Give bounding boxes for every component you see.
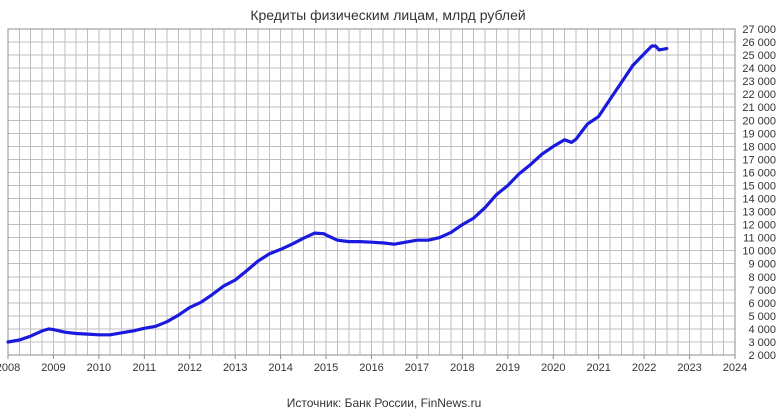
x-tick-label: 2022: [632, 362, 656, 374]
x-tick-label: 2009: [41, 362, 65, 374]
y-tick-label: 7 000: [748, 285, 776, 297]
y-tick-label: 25 000: [742, 50, 776, 62]
y-tick-label: 13 000: [742, 207, 776, 219]
x-tick-label: 2015: [314, 362, 338, 374]
y-tick-label: 19 000: [742, 128, 776, 140]
y-tick-label: 18 000: [742, 141, 776, 153]
y-tick-label: 9 000: [748, 259, 776, 271]
x-tick-label: 2020: [541, 362, 565, 374]
y-tick-label: 3 000: [748, 337, 776, 349]
y-tick-label: 17 000: [742, 154, 776, 166]
y-tick-label: 2 000: [748, 350, 776, 362]
y-tick-label: 24 000: [742, 63, 776, 75]
grid: [7, 28, 736, 356]
x-axis: 2008 2009 2010 2011 2012 2013 2014 2015 2016 2017…: [0, 355, 747, 374]
y-tick-label: 23 000: [742, 76, 776, 88]
y-tick-label: 12 000: [742, 220, 776, 232]
y-tick-label: 10 000: [742, 246, 776, 258]
x-tick-label: 2024: [723, 362, 747, 374]
series-layer: [6, 44, 669, 344]
x-tick-label: 2021: [586, 362, 610, 374]
y-tick-label: 20 000: [742, 115, 776, 127]
x-tick-label: 2011: [132, 362, 156, 374]
series-line: [6, 44, 669, 344]
x-tick-label: 2013: [223, 362, 247, 374]
x-tick-label: 2023: [677, 362, 701, 374]
x-tick-label: 2012: [178, 362, 202, 374]
y-tick-label: 21 000: [742, 102, 776, 114]
y-tick-label: 22 000: [742, 89, 776, 101]
x-tick-label: 2010: [87, 362, 111, 374]
y-tick-label: 6 000: [748, 298, 776, 310]
y-tick-label: 26 000: [742, 37, 776, 49]
y-tick-label: 11 000: [743, 233, 776, 245]
x-tick-label: 2018: [450, 362, 474, 374]
x-tick-label: 2017: [405, 362, 429, 374]
source-note: Источник: Банк России, FinNews.ru: [287, 396, 482, 410]
x-tick-label: 2008: [0, 362, 20, 374]
y-tick-label: 8 000: [748, 272, 776, 284]
y-tick-label: 4 000: [748, 324, 776, 336]
y-tick-label: 27 000: [742, 24, 776, 36]
x-tick-label: 2019: [496, 362, 520, 374]
y-tick-label: 5 000: [748, 311, 776, 323]
y-tick-label: 16 000: [742, 167, 776, 179]
x-tick-label: 2016: [359, 362, 383, 374]
chart-title: Кредиты физическим лицам, млрд рублей: [250, 7, 525, 23]
y-tick-label: 14 000: [742, 194, 776, 206]
y-tick-label: 15 000: [742, 180, 776, 192]
x-tick-label: 2014: [268, 362, 292, 374]
